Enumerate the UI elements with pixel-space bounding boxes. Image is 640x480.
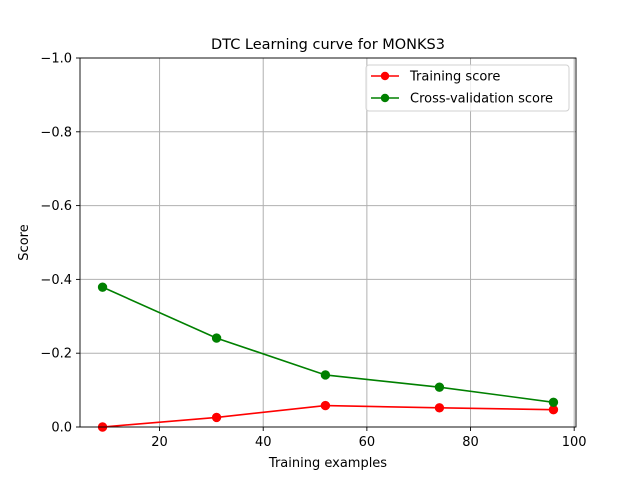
y-tick-label: −0.8 [40,125,72,140]
ticks-layer: 20 40 60 80 100 0.0 −0.2 −0.4 −0.6 −0.8 −1.0 [40,52,586,451]
legend: Training score Cross-validation score [365,64,570,112]
cross-validation-score-point [97,282,108,292]
y-tick-label: 0.0 [51,421,72,436]
legend-swatch-marker-cross-validation-score [380,93,390,103]
y-axis-label: Score [17,224,32,260]
legend-label-cross-validation-score: Cross-validation score [410,92,553,107]
y-tick-label: −0.4 [40,273,72,288]
training-score-point [320,400,331,411]
legend-swatch-marker-training-score [380,71,390,81]
x-tick-label: 80 [462,435,479,450]
plot-area-frame [79,57,577,428]
cross-validation-score-point [548,397,559,407]
legend-box [365,64,570,112]
cross-validation-score-point [211,333,222,343]
x-axis-label: Training examples [268,456,387,471]
cross-validation-score-point [320,370,331,380]
training-score-point [434,403,445,413]
x-tick-label: 100 [562,435,587,450]
y-tick-label: −0.6 [40,199,72,214]
legend-label-training-score: Training score [409,70,500,85]
y-tick-label: −0.2 [40,347,72,362]
series-layer [97,282,559,432]
cross-validation-score-point [434,382,445,392]
x-tick-label: 40 [255,435,272,450]
y-tick-label: −1.0 [40,52,72,67]
training-score-point [211,412,222,423]
x-tick-label: 60 [359,435,376,450]
x-tick-label: 20 [151,435,168,450]
chart-title: DTC Learning curve for MONKS3 [211,37,445,53]
